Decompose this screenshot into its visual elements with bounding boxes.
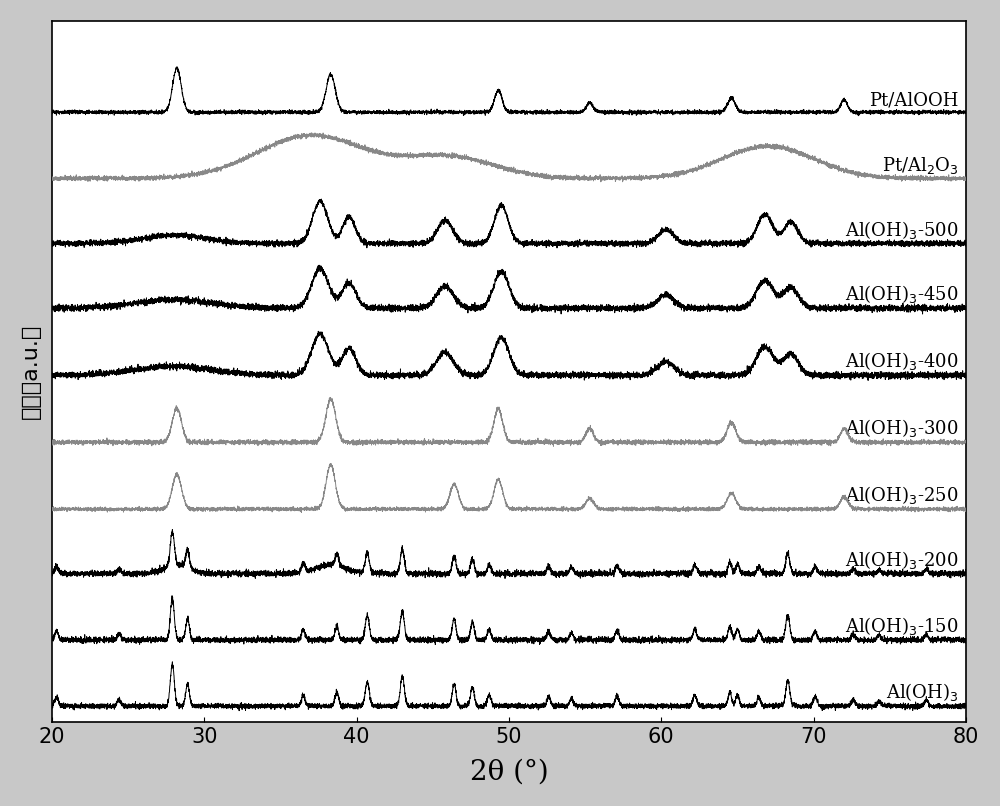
Text: Pt/AlOOH: Pt/AlOOH [869,91,958,110]
Text: Al(OH)$_3$: Al(OH)$_3$ [886,681,958,703]
Text: Pt/Al$_2$O$_3$: Pt/Al$_2$O$_3$ [882,155,958,176]
Text: Al(OH)$_3$-150: Al(OH)$_3$-150 [845,615,958,637]
Text: Al(OH)$_3$-250: Al(OH)$_3$-250 [845,484,958,506]
Y-axis label: 强度（a.u.）: 强度（a.u.） [21,324,41,419]
Text: Al(OH)$_3$-200: Al(OH)$_3$-200 [845,549,958,571]
Text: Al(OH)$_3$-400: Al(OH)$_3$-400 [845,351,958,372]
Text: Al(OH)$_3$-450: Al(OH)$_3$-450 [845,284,958,305]
X-axis label: 2θ (°): 2θ (°) [470,758,548,785]
Text: Al(OH)$_3$-300: Al(OH)$_3$-300 [845,418,958,439]
Text: Al(OH)$_3$-500: Al(OH)$_3$-500 [845,218,958,240]
